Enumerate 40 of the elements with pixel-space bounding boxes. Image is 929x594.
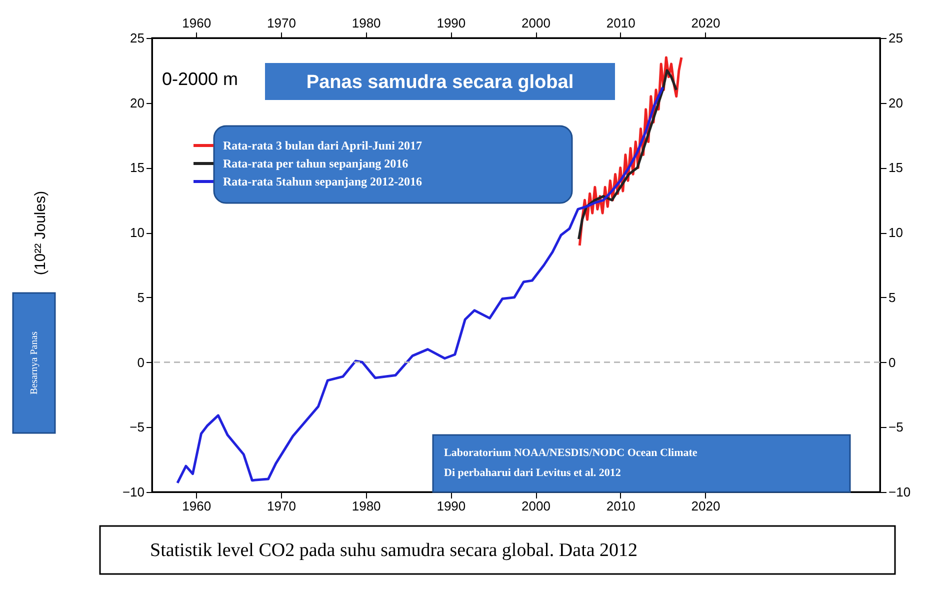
y2-tick-label: 0: [888, 354, 896, 370]
y2-tick-label: −10: [888, 484, 911, 500]
x2-tick-label: 2000: [522, 16, 550, 30]
x-tick-label: 2020: [691, 498, 720, 514]
y2-tick-label: 25: [888, 30, 903, 46]
y2-tick-label: 15: [888, 160, 903, 176]
y-tick-label: 15: [130, 160, 144, 176]
x-tick-label: 1990: [436, 498, 466, 514]
x-tick-label: 1960: [182, 498, 212, 514]
y-tick-label: 10: [130, 225, 144, 240]
legend-label: Rata-rata per tahun sepanjang 2016: [223, 156, 408, 170]
text: Statistik level CO2 pada suhu samudra secara global. Data 2012: [150, 540, 638, 561]
y2-tick-label: 10: [888, 225, 903, 240]
x2-tick-label: 1980: [352, 16, 381, 30]
y-tick-label: 5: [137, 290, 144, 305]
x2-tick-label: 1970: [267, 16, 296, 30]
x2-tick-label: 2010: [606, 16, 636, 30]
annotation: 0-2000 m: [162, 69, 238, 89]
legend-label: Rata-rata 3 bulan dari April-Juni 2017: [223, 138, 422, 152]
legend-label: Rata-rata 5tahun sepanjang 2012-2016: [223, 174, 422, 188]
y-tick-label: 25: [130, 30, 144, 46]
x2-tick-label: 1960: [182, 16, 212, 30]
y-axis-title: (10²² Joules): [32, 190, 49, 276]
y-tick-label: 0: [137, 354, 144, 370]
y-tick-label: 20: [130, 95, 144, 110]
y2-tick-label: 20: [888, 95, 903, 110]
text: Panas samudra secara global: [306, 72, 574, 93]
x-tick-label: 1970: [267, 498, 296, 514]
y2-tick-label: 5: [888, 290, 896, 305]
x-tick-label: 1980: [352, 498, 381, 514]
y-tick-label: −10: [122, 484, 144, 500]
x-tick-label: 2000: [522, 498, 550, 514]
annotation: Di perbaharui dari Levitus et al. 2012: [444, 467, 622, 479]
x2-tick-label: 2020: [691, 16, 720, 30]
x-tick-label: 2010: [606, 498, 636, 514]
annotation: Laboratorium NOAA/NESDIS/NODC Ocean Climate: [444, 447, 698, 459]
y-tick-label: −5: [130, 420, 144, 435]
y2-tick-label: −5: [888, 420, 904, 435]
x2-tick-label: 1990: [436, 16, 466, 30]
text: Besarnya Panas: [29, 331, 40, 395]
